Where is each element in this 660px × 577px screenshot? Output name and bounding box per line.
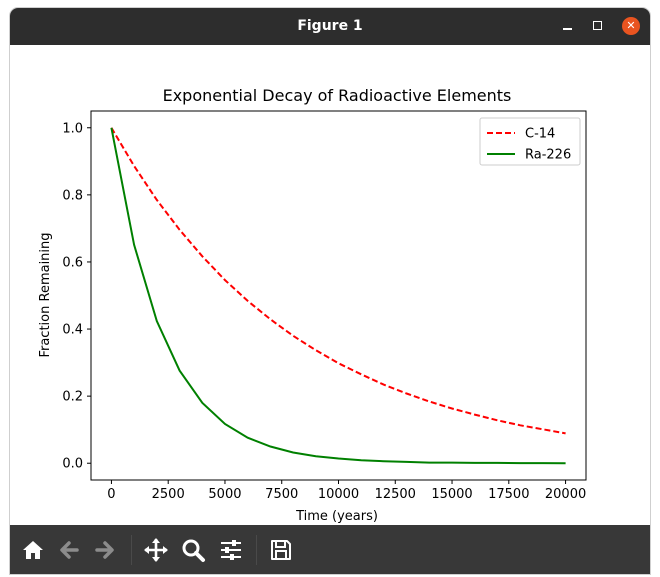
plot-area — [90, 110, 587, 481]
x-tick-label: 7500 — [265, 487, 298, 502]
chart-title: Exponential Decay of Radioactive Element… — [163, 86, 512, 105]
toolbar-separator — [131, 535, 132, 565]
legend-label: C-14 — [525, 127, 555, 142]
minimize-button[interactable] — [558, 16, 578, 36]
maximize-button[interactable] — [588, 16, 608, 36]
y-tick-label: 1.0 — [62, 121, 83, 136]
x-axis: 0 2500 5000 7500 10000 12500 15000 17500 20000 — [107, 480, 586, 502]
forward-icon[interactable] — [92, 537, 118, 563]
title-bar[interactable]: Figure 1 — [10, 8, 650, 45]
x-tick-label: 12500 — [375, 487, 416, 502]
home-icon[interactable] — [20, 537, 46, 563]
y-tick-label: 0.2 — [62, 390, 83, 405]
figure-window: Figure 1 Exponential Decay of Radioactiv… — [10, 8, 650, 574]
pan-icon[interactable] — [143, 537, 169, 563]
line-chart[interactable]: Exponential Decay of Radioactive Element… — [10, 45, 650, 525]
configure-subplots-icon[interactable] — [218, 537, 244, 563]
y-tick-label: 0.0 — [62, 457, 83, 472]
legend: C-14 Ra-226 — [479, 117, 581, 166]
x-tick-label: 15000 — [431, 487, 472, 502]
x-tick-label: 20000 — [545, 487, 586, 502]
x-tick-label: 5000 — [208, 487, 241, 502]
window-title: Figure 1 — [297, 18, 363, 34]
close-button[interactable] — [622, 17, 640, 35]
x-tick-label: 0 — [107, 487, 115, 502]
x-tick-label: 2500 — [152, 487, 185, 502]
zoom-icon[interactable] — [180, 537, 206, 563]
x-tick-label: 10000 — [318, 487, 359, 502]
y-tick-label: 0.4 — [62, 323, 83, 338]
series-lines — [110, 127, 566, 465]
navigation-toolbar — [10, 525, 650, 574]
toolbar-separator — [256, 535, 257, 565]
series-line-ra-226 — [110, 127, 566, 465]
x-axis-label: Time (years) — [295, 509, 378, 524]
y-axis: 0.0 0.2 0.4 0.6 0.8 1.0 — [62, 121, 91, 472]
y-axis-label: Fraction Remaining — [38, 232, 53, 357]
x-tick-label: 17500 — [488, 487, 529, 502]
y-tick-label: 0.6 — [62, 255, 83, 270]
save-icon[interactable] — [268, 537, 294, 563]
legend-label: Ra-226 — [525, 148, 571, 163]
back-icon[interactable] — [56, 537, 82, 563]
y-tick-label: 0.8 — [62, 188, 83, 203]
